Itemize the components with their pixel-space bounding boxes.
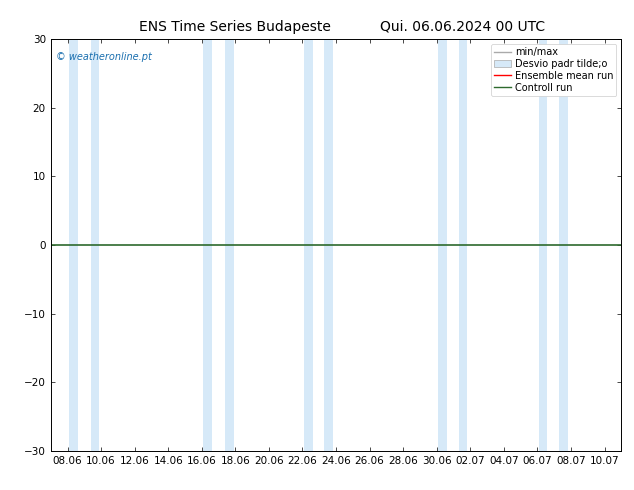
- Bar: [204, 39, 212, 451]
- Legend: min/max, Desvio padr tilde;o, Ensemble mean run, Controll run: min/max, Desvio padr tilde;o, Ensemble m…: [491, 44, 616, 96]
- Bar: [324, 39, 333, 451]
- Text: ENS Time Series Budapeste: ENS Time Series Budapeste: [139, 20, 330, 34]
- Bar: [559, 39, 567, 451]
- Text: © weatheronline.pt: © weatheronline.pt: [56, 51, 152, 62]
- Bar: [69, 39, 77, 451]
- Bar: [91, 39, 100, 451]
- Bar: [458, 39, 467, 451]
- Text: Qui. 06.06.2024 00 UTC: Qui. 06.06.2024 00 UTC: [380, 20, 545, 34]
- Bar: [438, 39, 447, 451]
- Bar: [304, 39, 313, 451]
- Bar: [539, 39, 548, 451]
- Bar: [225, 39, 234, 451]
